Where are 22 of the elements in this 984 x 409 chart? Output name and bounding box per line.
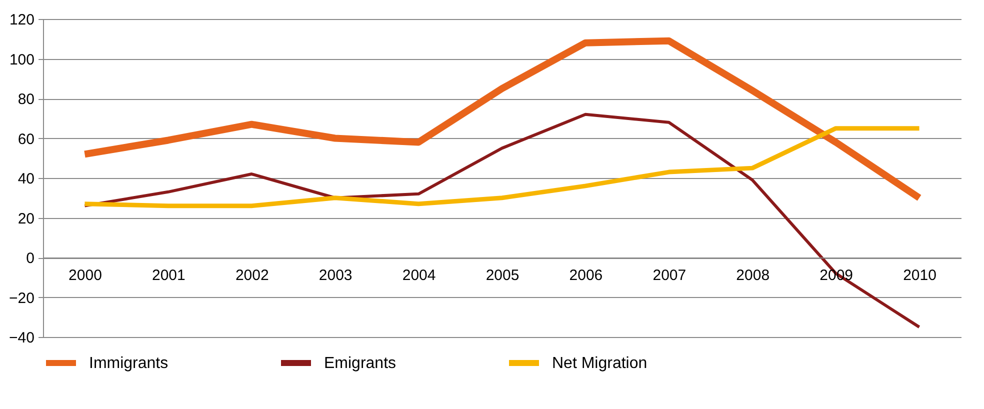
y-tick-label: 100 — [9, 51, 34, 68]
x-tick-label: 2004 — [402, 267, 436, 284]
y-tick-label: −40 — [9, 330, 34, 346]
x-tick-label: 2005 — [486, 267, 520, 284]
x-tick-label: 2003 — [318, 267, 352, 284]
x-tick-label: 2006 — [569, 267, 603, 284]
x-tick-label: 2000 — [68, 267, 102, 284]
y-tick-label: −20 — [9, 290, 34, 307]
y-tick-label: 0 — [26, 250, 34, 267]
y-tick-label: 40 — [18, 170, 34, 188]
y-tick-label: 20 — [18, 210, 34, 228]
x-tick-label: 2007 — [652, 267, 686, 284]
x-tick-label: 2008 — [736, 267, 770, 284]
legend-label: Emigrants — [324, 355, 396, 372]
y-tick-label: 60 — [18, 130, 34, 148]
legend-label: Net Migration — [552, 355, 648, 372]
y-tick-label: 80 — [18, 91, 34, 108]
x-tick-label: 2010 — [903, 267, 936, 284]
x-tick-label: 2001 — [152, 267, 186, 284]
y-tick-label: 120 — [9, 12, 34, 28]
legend-label: Immigrants — [89, 355, 168, 372]
x-tick-label: 2002 — [235, 267, 269, 284]
